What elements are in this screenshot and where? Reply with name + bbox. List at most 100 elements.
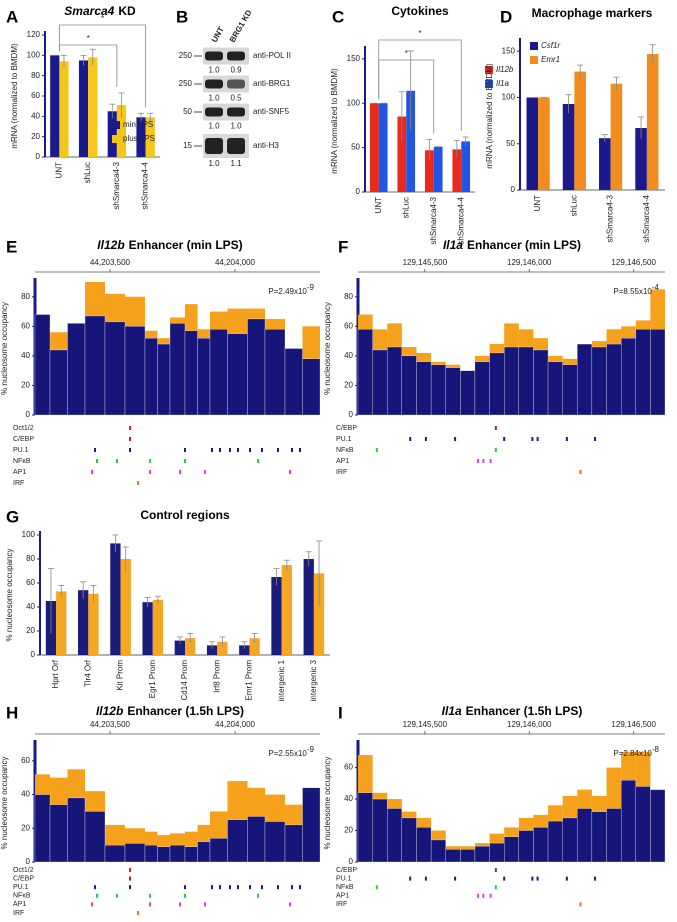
motif-site xyxy=(531,437,534,441)
occupancy-bar xyxy=(606,808,622,863)
occupancy-bar xyxy=(124,326,146,416)
y-tick-label: 0 xyxy=(36,152,41,161)
motif-label: C/EBP xyxy=(13,436,34,443)
occupancy-bar xyxy=(562,817,578,863)
motif-site xyxy=(424,876,427,881)
x-tick-label: Hprt Orf xyxy=(51,659,60,688)
x-tick-label: shSmarca4-4 xyxy=(141,161,150,209)
motif-label: AP1 xyxy=(336,893,349,900)
motif-site xyxy=(184,448,186,452)
y-tick-label: 60 xyxy=(21,321,30,330)
y-tick-label: 20 xyxy=(344,826,353,835)
y-tick-label: 0 xyxy=(356,187,361,196)
occupancy-bar xyxy=(591,346,607,416)
p-value-exponent: -4 xyxy=(652,283,660,292)
occupancy-bar xyxy=(144,844,158,863)
band-quantification: 1.0 xyxy=(208,66,220,75)
occupancy-bar xyxy=(184,330,198,416)
bar xyxy=(424,150,434,192)
x-tick-label: 129,146,500 xyxy=(611,258,656,267)
occupancy-bar xyxy=(635,329,651,416)
motif-label: C/EBP xyxy=(336,867,357,874)
y-axis-label: % nucleosome occupancy xyxy=(0,302,9,395)
bar xyxy=(88,593,99,655)
x-tick-label: 129,146,500 xyxy=(611,720,656,729)
motif-site xyxy=(237,448,239,452)
motif-site xyxy=(536,437,539,441)
bar xyxy=(461,141,471,192)
legend-swatch xyxy=(485,66,493,74)
panel-title: Il12b Enhancer (1.5h LPS) xyxy=(96,704,244,718)
band-quantification: 1.0 xyxy=(208,159,220,168)
panel-letter: A xyxy=(6,7,18,26)
bar xyxy=(303,559,314,655)
motif-site xyxy=(129,437,131,441)
x-tick-label: 44,204,000 xyxy=(215,720,256,729)
motif-site xyxy=(257,893,259,898)
motif-site xyxy=(565,437,568,441)
y-tick-label: 80 xyxy=(344,292,353,301)
bar xyxy=(239,645,250,655)
bar xyxy=(281,565,292,655)
bar xyxy=(56,591,67,655)
occupancy-bar xyxy=(430,364,446,416)
occupancy-bar xyxy=(518,830,534,863)
legend-swatch xyxy=(530,42,538,50)
occupancy-bar xyxy=(84,811,106,863)
occupancy-bar xyxy=(620,338,636,416)
x-tick-label: Kit Prom xyxy=(116,660,125,691)
y-axis-label: mRNA (normalized to BMDM) xyxy=(485,63,494,169)
motif-site xyxy=(204,470,206,474)
occupancy-bar xyxy=(372,798,388,863)
occupancy-bar xyxy=(357,329,373,416)
y-tick-label: 0 xyxy=(349,410,354,419)
occupancy-bar xyxy=(264,329,286,416)
motif-site xyxy=(96,893,98,898)
y-tick-label: 40 xyxy=(31,111,40,120)
p-value-exponent: -9 xyxy=(307,745,315,754)
occupancy-bar xyxy=(302,787,321,863)
x-tick-label: Cd14 Prom xyxy=(180,660,189,701)
motif-site xyxy=(482,459,485,463)
occupancy-bar xyxy=(49,804,68,863)
motif-label: Oct1/2 xyxy=(13,425,34,432)
bar xyxy=(145,117,155,157)
motif-site xyxy=(149,893,151,898)
occupancy-bar xyxy=(489,842,505,863)
bar xyxy=(50,55,60,158)
y-tick-label: 120 xyxy=(27,30,41,39)
blot-band xyxy=(205,51,223,61)
occupancy-bar xyxy=(650,329,666,416)
motif-site xyxy=(494,868,497,872)
blot-band xyxy=(227,51,245,61)
occupancy-bar xyxy=(547,361,563,416)
occupancy-bar xyxy=(49,349,68,416)
occupancy-bar xyxy=(157,343,171,416)
y-tick-label: 50 xyxy=(506,139,515,148)
x-tick-label: Irf8 Prom xyxy=(212,660,221,693)
occupancy-bar xyxy=(197,841,211,863)
legend-swatch xyxy=(530,56,538,64)
occupancy-bar xyxy=(227,819,248,863)
motif-site xyxy=(149,470,151,474)
motif-site xyxy=(91,902,93,907)
y-tick-label: 150 xyxy=(347,54,361,63)
motif-label: IRF xyxy=(13,480,24,487)
x-tick-label: shSmarca4-3 xyxy=(112,161,121,209)
motif-site xyxy=(299,885,301,890)
title-text: Enhancer (min LPS) xyxy=(467,238,581,252)
motif-site xyxy=(129,885,131,890)
occupancy-bar xyxy=(474,846,490,863)
significance-star: * xyxy=(87,34,90,43)
occupancy-bar xyxy=(518,346,534,416)
occupancy-bar xyxy=(387,808,403,863)
x-tick-label: Tlr4 Orf xyxy=(83,659,92,687)
motif-site xyxy=(116,893,118,898)
bar xyxy=(142,602,153,655)
y-tick-label: 40 xyxy=(21,790,30,799)
occupancy-bar xyxy=(67,323,86,416)
legend-label: Emr1 xyxy=(541,55,560,64)
motif-label: PU.1 xyxy=(13,884,29,891)
motif-site xyxy=(477,893,480,898)
occupancy-bar xyxy=(227,333,248,416)
